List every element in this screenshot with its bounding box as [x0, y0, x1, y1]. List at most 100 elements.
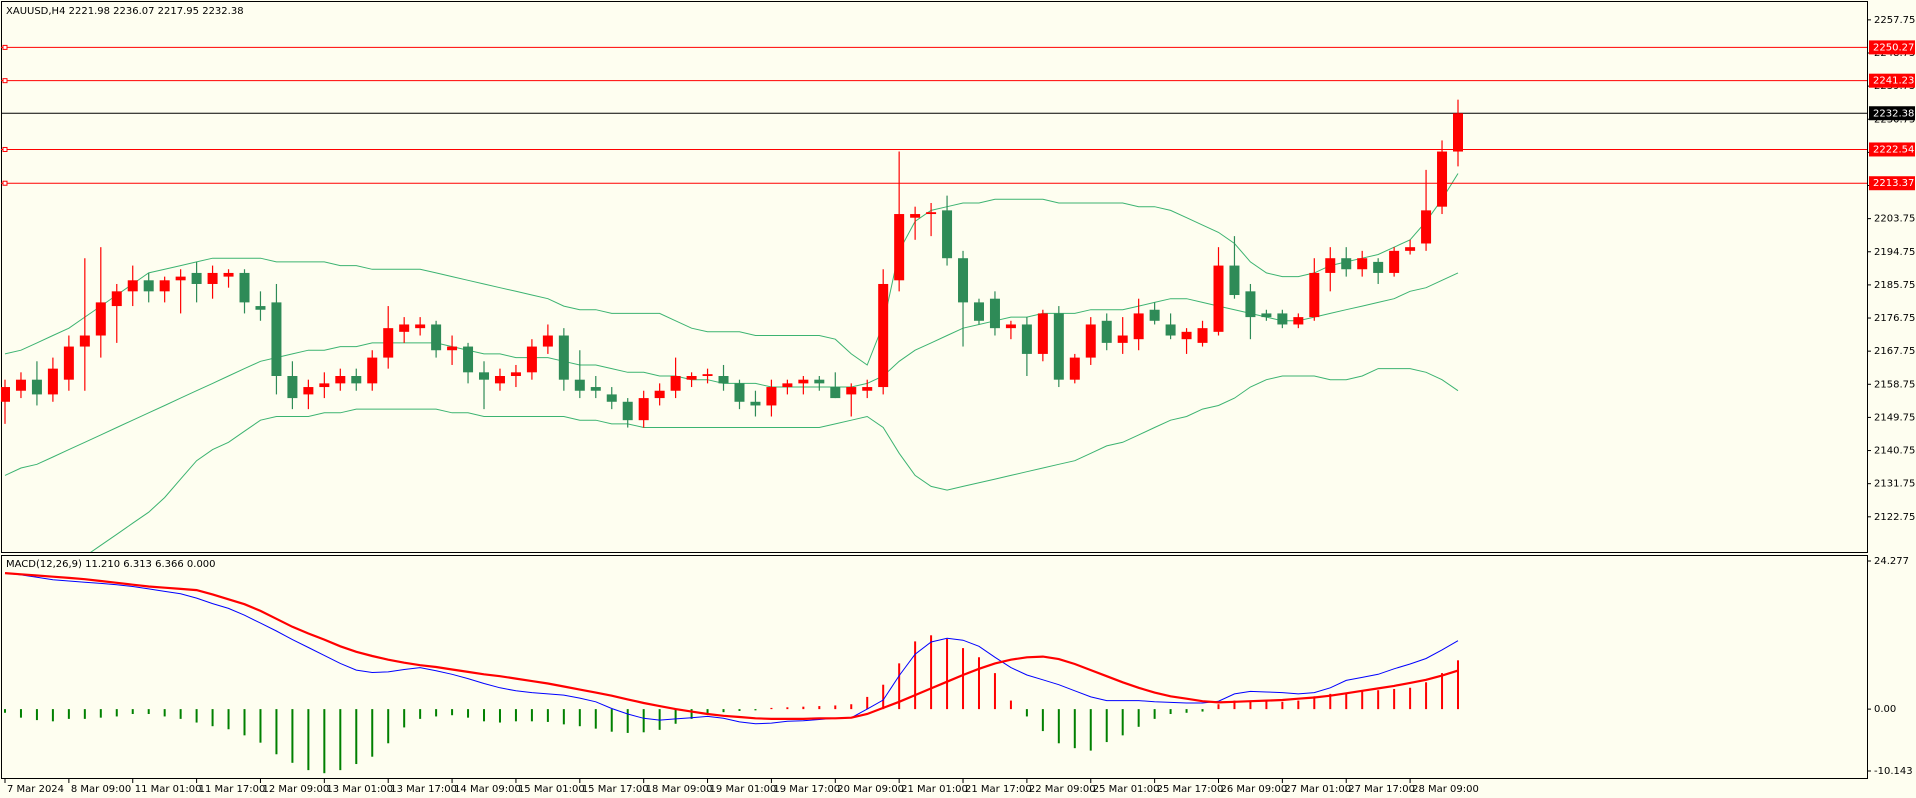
- candle-body: [463, 346, 474, 373]
- candle-body: [510, 372, 521, 377]
- x-tick-label: 26 Mar 09:00: [1220, 784, 1287, 795]
- histogram-bar: [530, 709, 533, 722]
- histogram-bar: [514, 709, 517, 722]
- last-price-label: 2232.38: [1873, 108, 1914, 119]
- candle-body: [670, 376, 681, 391]
- histogram-bar: [1393, 688, 1396, 710]
- candle-body: [590, 387, 601, 391]
- histogram-bar: [227, 709, 230, 730]
- candle-body: [542, 335, 553, 347]
- histogram-bar: [1329, 693, 1332, 710]
- histogram-bar: [642, 709, 645, 733]
- histogram-bar: [51, 709, 54, 722]
- candle-body: [846, 387, 857, 395]
- histogram-bar: [83, 709, 86, 719]
- candle-body: [239, 272, 250, 303]
- histogram-bar: [1457, 660, 1459, 710]
- histogram-bar: [1441, 673, 1444, 710]
- y-tick-label: -10.143: [1874, 766, 1913, 777]
- histogram-bar: [546, 709, 549, 722]
- y-tick-label: 2131.75: [1874, 479, 1915, 490]
- candle-body: [1213, 265, 1224, 332]
- candle-body: [287, 376, 298, 399]
- level-label-box: [1869, 40, 1915, 55]
- candle-body: [1197, 328, 1208, 343]
- axes: 2257.752248.752239.752230.752221.752212.…: [2, 15, 1915, 795]
- histogram-bar: [323, 709, 326, 774]
- candle-body: [15, 379, 26, 391]
- y-tick-label: 2176.75: [1874, 313, 1915, 324]
- y-tick-label: 2149.75: [1874, 412, 1915, 423]
- histogram-bar: [850, 704, 853, 710]
- histogram-bar: [419, 709, 422, 719]
- histogram-bar: [930, 635, 933, 710]
- histogram-bar: [67, 709, 70, 719]
- candle-body: [1117, 335, 1128, 343]
- histogram-bar: [451, 709, 454, 716]
- candle-body: [942, 210, 953, 259]
- x-tick-label: 27 Mar 17:00: [1348, 784, 1415, 795]
- histogram-bar: [35, 709, 38, 721]
- x-tick-label: 25 Mar 01:00: [1093, 784, 1160, 795]
- candle-body: [319, 383, 330, 388]
- candle-body: [494, 376, 505, 384]
- histogram-bar: [1297, 700, 1300, 710]
- candle-body: [734, 383, 745, 402]
- histogram-bar: [1121, 709, 1124, 736]
- histogram-bar: [1345, 692, 1348, 710]
- x-tick-label: 15 Mar 01:00: [518, 784, 585, 795]
- histogram-bar: [163, 709, 166, 717]
- candle-body: [255, 306, 266, 310]
- x-tick-label: 19 Mar 17:00: [773, 784, 840, 795]
- candle-body: [766, 387, 777, 406]
- candle-body: [1, 387, 10, 402]
- candle-body: [638, 398, 649, 421]
- candle-body: [973, 302, 984, 321]
- y-tick-label: 2185.75: [1874, 280, 1915, 291]
- candle-body: [1181, 331, 1192, 340]
- histogram-bar: [1041, 709, 1044, 732]
- histogram-bar: [403, 709, 406, 728]
- histogram-bar: [946, 638, 949, 710]
- x-tick-label: 21 Mar 01:00: [901, 784, 968, 795]
- y-tick-label: 2257.75: [1874, 15, 1915, 26]
- macd-plot: [4, 572, 1459, 774]
- x-tick-label: 28 Mar 09:00: [1412, 784, 1479, 795]
- y-tick-label: 24.277: [1874, 556, 1909, 567]
- macd-line: [4, 572, 1459, 720]
- level-label-box: [1869, 142, 1915, 157]
- level-label: 2213.37: [1873, 178, 1914, 189]
- candle-body: [367, 357, 378, 384]
- histogram-bar: [722, 709, 725, 713]
- candle-body: [351, 376, 362, 384]
- candle-body: [606, 394, 617, 402]
- x-tick-label: 13 Mar 01:00: [326, 784, 393, 795]
- histogram-bar: [115, 709, 118, 717]
- histogram-bar: [211, 709, 214, 727]
- candle-body: [654, 390, 665, 399]
- x-tick-label: 20 Mar 09:00: [837, 784, 904, 795]
- histogram-bar: [786, 707, 789, 710]
- histogram-bar: [1057, 709, 1060, 744]
- candle-body: [207, 272, 218, 284]
- candle-body: [191, 272, 202, 284]
- histogram-bar: [131, 709, 134, 714]
- histogram-bar: [483, 709, 486, 722]
- candle-body: [1405, 247, 1416, 251]
- level-handle: [2, 78, 8, 84]
- candle-body: [702, 374, 713, 377]
- candle-body: [1229, 265, 1240, 296]
- candle-body: [958, 258, 969, 303]
- bollinger-band: [4, 173, 1459, 366]
- histogram-bar: [578, 709, 581, 727]
- candle-body: [1005, 324, 1016, 329]
- histogram-bar: [4, 709, 6, 713]
- level-label: 2250.27: [1873, 42, 1914, 53]
- histogram-bar: [1201, 709, 1204, 712]
- candle-body: [1437, 151, 1448, 207]
- histogram-bar: [435, 709, 438, 717]
- candle-body: [1261, 313, 1272, 318]
- candle-body: [175, 276, 186, 281]
- histogram-bar: [1361, 691, 1364, 710]
